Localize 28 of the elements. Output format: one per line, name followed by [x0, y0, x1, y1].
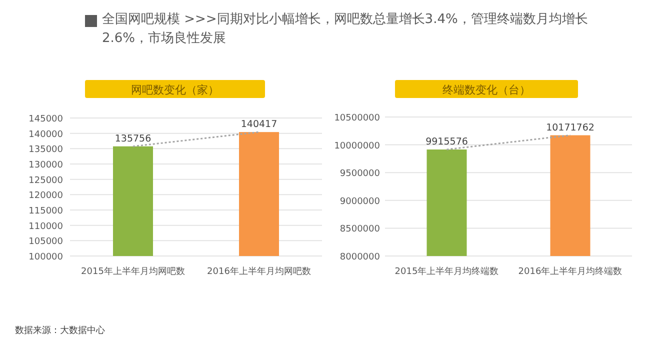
- y-tick-label: 120000: [28, 191, 64, 202]
- y-tick-label: 135000: [28, 145, 64, 156]
- y-tick-label: 140000: [28, 130, 64, 140]
- data-label: 10171762: [546, 122, 594, 134]
- y-tick-label: 145000: [28, 114, 64, 124]
- y-tick-label: 110000: [28, 222, 64, 232]
- y-tick-label: 105000: [28, 237, 64, 248]
- x-tick-label: 2015年上半年月均终端数: [394, 266, 499, 277]
- data-label: 9915576: [426, 136, 468, 148]
- source-note: 数据来源：大数据中心: [15, 325, 105, 336]
- y-tick-label: 130000: [28, 160, 64, 170]
- y-tick-label: 100000: [28, 252, 64, 262]
- text: 全国网吧规模 >>>同期对比小幅增长，网吧数总量增长3.4%，管理终端数月均增长2.6%，市场良性发展: [102, 11, 589, 48]
- data-label: 135756: [114, 133, 152, 144]
- x-tick-label: 2016年上半年月均网吧数: [207, 266, 311, 277]
- chart-title: 网吧数变化（家）: [131, 84, 219, 96]
- y-tick-label: 9000000: [340, 196, 380, 207]
- y-tick-label: 10000000: [334, 141, 380, 152]
- y-tick-label: 10500000: [334, 114, 380, 124]
- y-tick-label: 9500000: [340, 169, 380, 180]
- y-tick-label: 125000: [28, 176, 64, 186]
- data-label: 140417: [240, 119, 278, 130]
- y-tick-label: 8500000: [340, 224, 380, 235]
- y-tick-label: 115000: [28, 206, 64, 216]
- y-tick-label: 8000000: [340, 252, 380, 262]
- x-tick-label: 2016年上半年月均终端数: [518, 266, 622, 277]
- chart-title: 终端数变化（台）: [442, 84, 530, 96]
- x-tick-label: 2015年上半年月均网吧数: [81, 266, 185, 277]
